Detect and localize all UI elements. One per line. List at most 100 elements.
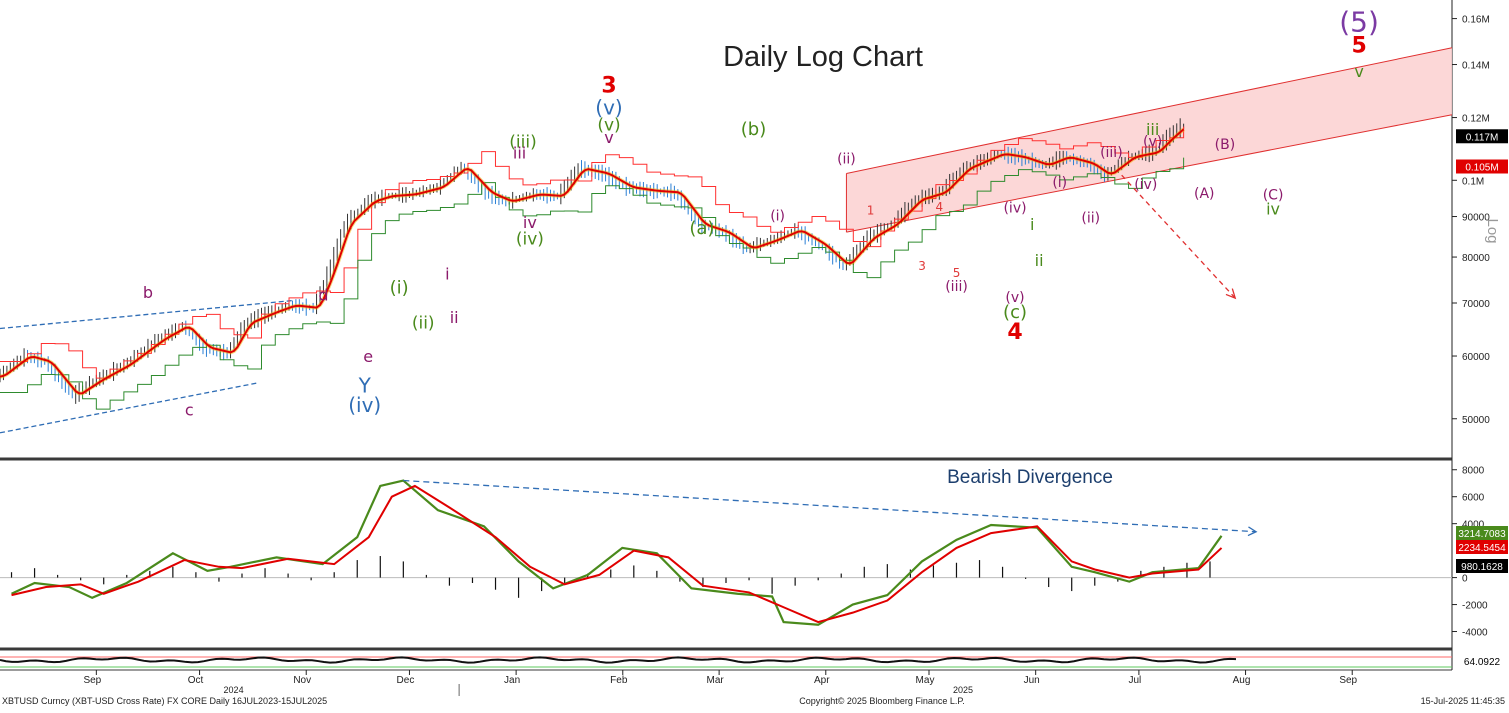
wave-label: (iv) (516, 229, 544, 249)
wave-label: (iii) (509, 132, 536, 152)
divergence-arrowhead (1247, 526, 1258, 537)
wave-label: iv (523, 213, 537, 232)
wave-label: (ii) (837, 151, 856, 167)
x-month-label: Sep (83, 675, 101, 686)
y-tick-label: 70000 (1462, 299, 1490, 310)
last-price-tag-box (1456, 129, 1508, 144)
price-ma-line (0, 128, 1185, 395)
channel-upper-line (846, 47, 1453, 174)
last-price-tag: 0.117M (1466, 132, 1499, 143)
wave-labels: bcdeY(iv)(i)(ii)iii(iii)iiiiv(iv)3(v)(v)… (143, 6, 1379, 420)
indicator-last-value: 64.0922 (1464, 657, 1501, 668)
wave-label: d (318, 286, 328, 305)
osc-last-value-tag: 3214.7083 (1458, 529, 1506, 540)
indicator-line (0, 656, 1237, 664)
wave-label: 5 (1351, 33, 1366, 58)
rising-channel (845, 47, 1453, 233)
projection-arrowhead (1225, 288, 1237, 300)
osc-y-tick-label: -2000 (1462, 601, 1488, 612)
osc-last-value-tag-box (1456, 559, 1508, 573)
divergence-label: Bearish Divergence (947, 467, 1113, 488)
y-tick-label: 50000 (1462, 415, 1490, 426)
wave-label: i (445, 264, 449, 283)
y-tick-label: 0.16M (1462, 15, 1490, 26)
upper-step-band (0, 126, 1185, 379)
wave-label: b (143, 283, 153, 302)
wave-label: (5) (1339, 6, 1379, 39)
channel-price-tag: 0.105M (1465, 162, 1498, 173)
wave-label: (v) (597, 116, 620, 136)
wave-label: (iv) (1134, 177, 1157, 193)
triangle-wedge-lines (0, 299, 293, 434)
wave-label: (iii) (945, 279, 968, 295)
x-month-label: Jun (1024, 675, 1040, 686)
x-month-label: Sep (1339, 675, 1357, 686)
wave-label: 1 (867, 204, 875, 218)
wedge-upper-line (0, 299, 293, 330)
wave-label: iii (513, 144, 526, 163)
x-month-label: Nov (293, 675, 311, 686)
projection-arrow (1121, 174, 1237, 300)
x-month-label: Aug (1233, 675, 1251, 686)
y-tick-label: 0.1M (1462, 176, 1484, 187)
time-axis: Sep Oct Nov Dec Jan Feb Mar Apr May Jun Jul Aug Sep 2… (83, 670, 1358, 696)
oscillator-slow-line (11, 484, 1223, 624)
wave-label: (c) (1003, 302, 1027, 323)
wave-label: (v) (1143, 134, 1162, 150)
oscillator-panel (0, 479, 1452, 626)
y-tick-label: 0.12M (1462, 114, 1490, 125)
divergence-line (403, 479, 1257, 533)
wave-label: (b) (741, 119, 766, 140)
price-y-axis: 50000 60000 70000 80000 90000 0.1M 0.12M 0.14M 0… (1452, 15, 1508, 426)
osc-last-value-tag-box (1456, 540, 1508, 554)
projection-line (1121, 174, 1236, 299)
x-month-label: Dec (397, 675, 415, 686)
wave-label: 5 (953, 266, 961, 280)
indicator-last-value-box (1456, 654, 1508, 668)
wave-label: v (1354, 62, 1363, 81)
chart-title: Daily Log Chart (723, 41, 923, 73)
oscillator-y-axis: 8000 6000 4000 0 -2000 -4000 3214.7083 2234.545… (1452, 466, 1508, 639)
x-month-label: Mar (707, 675, 725, 686)
wave-label: (i) (390, 277, 409, 298)
wave-label: 3 (601, 74, 616, 99)
osc-y-tick-label: -4000 (1462, 628, 1488, 639)
osc-last-value-tag: 980.1628 (1461, 562, 1503, 573)
y-tick-label: 0.14M (1462, 61, 1490, 72)
osc-y-tick-label: 6000 (1462, 493, 1485, 504)
footer-security: XBTUSD Curncy (XBT-USD Cross Rate) FX CO… (2, 696, 327, 706)
wave-label: (i) (770, 208, 785, 224)
x-month-label: Apr (814, 675, 830, 686)
log-scale-label: Log (1484, 218, 1501, 243)
x-year-label: 2024 (224, 685, 244, 695)
x-month-label: Feb (610, 675, 628, 686)
x-year-label: 2025 (953, 685, 973, 695)
footer-timestamp: 15-Jul-2025 11:45:35 (1421, 696, 1505, 706)
osc-y-tick-label: 4000 (1462, 520, 1485, 531)
osc-last-value-tag-box (1456, 526, 1508, 540)
wave-label: (ii) (1081, 210, 1100, 226)
y-tick-label: 90000 (1462, 213, 1490, 224)
osc-y-tick-label: 0 (1462, 574, 1468, 585)
third-indicator-panel: 64.0922 (0, 654, 1508, 668)
wave-label: (B) (1215, 137, 1236, 153)
wave-label: ii (450, 308, 459, 327)
wave-label: ii (1035, 251, 1044, 270)
wave-label: iv (1266, 200, 1280, 219)
wave-label: (iii) (1100, 145, 1123, 161)
price-average-line (0, 127, 1185, 396)
wave-label: e (363, 347, 373, 366)
wave-label: (i) (1052, 175, 1067, 191)
wave-label: (a) (689, 218, 714, 239)
wedge-lower-line (0, 382, 259, 434)
wave-label: (v) (595, 96, 622, 120)
wave-label: (iv) (348, 393, 381, 417)
osc-y-tick-label: 8000 (1462, 466, 1485, 477)
footer-copyright: Copyright© 2025 Bloomberg Finance L.P. (799, 696, 965, 706)
wave-label: 3 (918, 259, 926, 273)
wave-label: Y (358, 373, 372, 397)
wave-label: (A) (1194, 186, 1215, 202)
wave-label: (v) (1005, 290, 1024, 306)
wave-label: iii (1146, 120, 1159, 139)
